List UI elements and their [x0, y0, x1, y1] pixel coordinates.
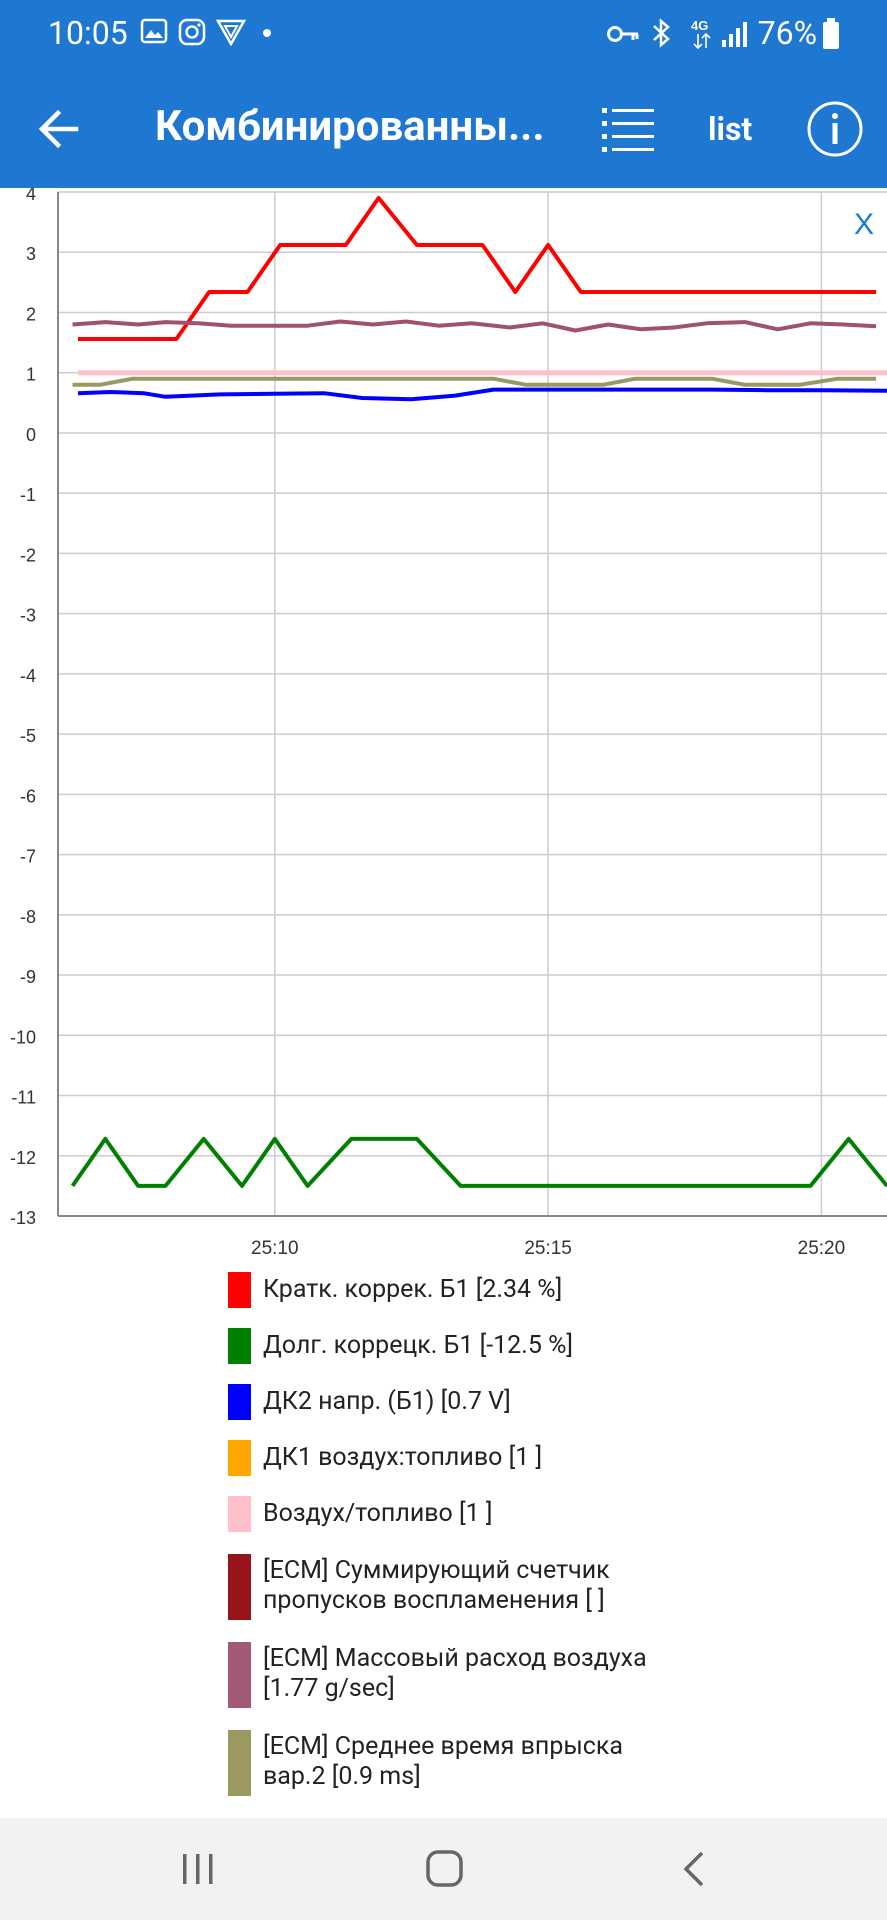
legend-item: [ECM] Массовый расход воздуха [1.77 g/se… [228, 1642, 708, 1708]
y-tick-label: -5 [20, 726, 36, 746]
legend-swatch [228, 1642, 251, 1708]
list-view-icon[interactable] [600, 104, 656, 154]
page-title: Комбинированны... [155, 102, 545, 151]
legend-swatch [228, 1496, 251, 1532]
series-line [77, 387, 887, 402]
y-tick-label: -6 [20, 786, 36, 806]
app-bar: Комбинированны... list [0, 72, 887, 188]
line-chart: 4 3 2 1 0 -1 -2 -3 -4 -5 -6 -7 -8 -9 -10 -11 -12 -13 25:10… [10, 184, 887, 1259]
battery-percent: 76% [757, 14, 817, 52]
instagram-icon [178, 18, 206, 46]
y-tick-label: 0 [26, 425, 36, 445]
legend-label: [ECM] Среднее время впрыска вар.2 [0.9 m… [263, 1732, 623, 1791]
series-line [78, 196, 877, 341]
image-icon [140, 18, 168, 44]
series-line [72, 376, 877, 387]
legend-label: [ECM] Массовый расход воздуха [1.77 g/se… [263, 1644, 647, 1703]
signal-icon [722, 22, 747, 47]
list-button[interactable]: list [708, 110, 753, 148]
chart: 4 3 2 1 0 -1 -2 -3 -4 -5 -6 -7 -8 -9 -10 -11 -12 -13 25:10… [0, 184, 887, 1259]
close-chart-button[interactable]: X [854, 208, 874, 241]
y-tick-label: -8 [20, 907, 36, 927]
y-tick-label: -7 [20, 847, 36, 867]
x-tick-label: 25:20 [798, 1238, 846, 1258]
series-line [70, 1136, 887, 1188]
legend-item: ДК1 воздух:топливо [1 ] [228, 1440, 708, 1476]
legend-label: Долг. коррецк. Б1 [-12.5 %] [263, 1331, 574, 1360]
y-tick-label: -3 [20, 606, 36, 626]
back-icon[interactable] [680, 1850, 710, 1888]
y-tick-label: -9 [20, 967, 36, 987]
navigation-bar [0, 1818, 887, 1920]
home-icon[interactable] [425, 1849, 465, 1889]
y-tick-label: 1 [26, 365, 36, 385]
y-tick-label: -13 [10, 1208, 36, 1228]
legend-swatch [228, 1440, 251, 1476]
status-bar: 10:05 4G 76% [0, 0, 887, 72]
x-tick-label: 25:15 [524, 1238, 572, 1258]
legend-label: ДК1 воздух:топливо [1 ] [263, 1443, 543, 1472]
legend-swatch [228, 1730, 251, 1796]
y-tick-label: -2 [20, 545, 36, 565]
x-tick-label: 25:10 [251, 1238, 299, 1258]
y-tick-label: -1 [20, 485, 36, 505]
recent-apps-icon[interactable] [180, 1851, 216, 1887]
legend-label: Кратк. коррек. Б1 [2.34 %] [263, 1275, 563, 1304]
legend-swatch [228, 1554, 251, 1620]
network-4g-icon: 4G [691, 18, 711, 50]
bluetooth-icon [653, 18, 670, 48]
key-icon [607, 26, 639, 42]
legend-label: Воздух/топливо [1 ] [263, 1499, 493, 1528]
legend-item: [ECM] Среднее время впрыска вар.2 [0.9 m… [228, 1730, 708, 1796]
y-tick-label: -12 [10, 1148, 36, 1168]
battery-icon [823, 18, 839, 49]
legend-label: ДК2 напр. (Б1) [0.7 V] [263, 1387, 511, 1416]
y-tick-label: 3 [26, 244, 36, 264]
info-icon[interactable] [805, 99, 865, 159]
y-tick-label: -11 [11, 1088, 36, 1108]
series-line [72, 319, 877, 333]
legend-item: Воздух/топливо [1 ] [228, 1496, 708, 1532]
y-tick-label: -4 [20, 666, 36, 686]
legend-item: Долг. коррецк. Б1 [-12.5 %] [228, 1328, 708, 1364]
y-tick-label: -10 [10, 1027, 36, 1047]
legend-label: [ECM] Суммирующий счетчик пропусков восп… [263, 1556, 610, 1615]
legend-swatch [228, 1384, 251, 1420]
legend-item: Кратк. коррек. Б1 [2.34 %] [228, 1272, 708, 1308]
y-tick-label: 2 [26, 304, 36, 324]
legend-item: [ECM] Суммирующий счетчик пропусков восп… [228, 1554, 708, 1620]
legend-swatch [228, 1328, 251, 1364]
status-time: 10:05 [48, 14, 128, 52]
svg-text:4G: 4G [691, 18, 708, 33]
vpn-shield-icon [216, 19, 246, 46]
y-tick-label: 4 [26, 188, 36, 204]
legend-swatch [228, 1272, 251, 1308]
dot-icon [263, 29, 271, 37]
legend-item: ДК2 напр. (Б1) [0.7 V] [228, 1384, 708, 1420]
back-arrow-icon[interactable] [38, 108, 80, 150]
